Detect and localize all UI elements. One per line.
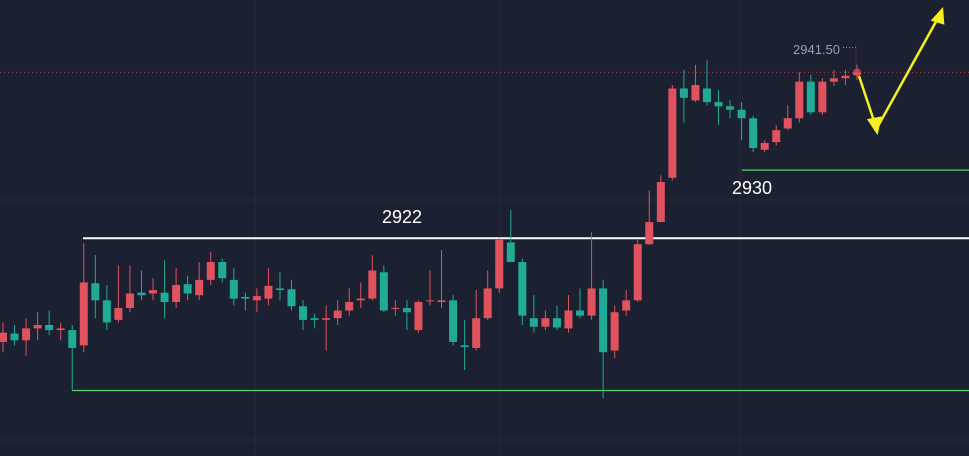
last-price-label: 2941.50 — [793, 42, 840, 57]
candle-body — [79, 282, 88, 346]
candle-body — [137, 292, 146, 296]
candle-body — [33, 324, 42, 329]
candle-body — [737, 109, 746, 119]
candle-body — [287, 289, 296, 307]
candle-body — [702, 88, 711, 103]
level-label: 2922 — [382, 207, 422, 227]
candle-body — [356, 298, 365, 301]
candle-body — [772, 130, 781, 143]
candle-body — [345, 302, 354, 311]
candle-body — [310, 318, 319, 320]
plot: 2922 2930 2941.50 — [0, 42, 969, 399]
candle-body — [460, 345, 469, 348]
candle-body — [149, 290, 158, 294]
candle-body — [483, 288, 492, 319]
candle-body — [587, 288, 596, 316]
candle-body — [183, 284, 192, 294]
candle-body — [679, 88, 688, 98]
candle-body — [114, 307, 123, 320]
candle-body — [529, 318, 538, 327]
candle-body — [622, 300, 631, 311]
candle-body — [402, 307, 411, 313]
candle-body — [275, 288, 284, 291]
candle-body — [599, 288, 608, 353]
candle-body — [552, 318, 561, 328]
arrow-up — [875, 17, 940, 129]
candle-body — [645, 222, 654, 245]
candle-body — [656, 182, 665, 223]
candle-body — [241, 296, 250, 299]
forecast-arrows — [857, 6, 945, 136]
candle-body — [22, 328, 31, 341]
candle-body — [668, 88, 677, 178]
candle-body — [783, 118, 792, 129]
candle-body — [10, 333, 19, 341]
candle-body — [45, 324, 54, 331]
candle-body — [449, 300, 458, 342]
candle-body — [160, 292, 169, 303]
candle-body — [564, 310, 573, 329]
candle-body — [391, 307, 400, 309]
candle-body — [437, 300, 446, 303]
candle-body — [495, 239, 504, 289]
candle-body — [195, 279, 204, 296]
candle-body — [218, 262, 227, 279]
candle-body — [760, 142, 769, 150]
candle-body — [322, 318, 331, 320]
candle-body — [125, 293, 134, 308]
candle-body — [795, 81, 804, 119]
last-price-dot — [853, 68, 861, 77]
candle-body — [414, 302, 423, 331]
candle-body — [818, 81, 827, 113]
candle-body — [0, 332, 7, 342]
candle-body — [379, 272, 388, 311]
candle-body — [726, 106, 735, 110]
candle-body — [172, 285, 181, 303]
candle-body — [506, 242, 515, 263]
level-label: 2930 — [732, 178, 772, 198]
candle-body — [206, 262, 215, 280]
candle-body — [229, 279, 238, 299]
candle-body — [691, 85, 700, 101]
candle-body — [610, 312, 619, 351]
candle-body — [518, 262, 527, 316]
candle-body — [541, 318, 550, 327]
candle-body — [426, 300, 434, 302]
candle-body — [264, 285, 273, 299]
arrow-head — [930, 6, 945, 25]
candle-body — [829, 78, 838, 82]
candle-body — [68, 330, 77, 348]
candle-body — [252, 296, 261, 301]
candle-body — [472, 318, 481, 348]
arrow-down — [857, 75, 877, 125]
candle-body — [806, 81, 815, 113]
candle-body — [102, 300, 111, 323]
candle-body — [299, 306, 308, 320]
candle-body — [633, 244, 642, 301]
candle-body — [841, 75, 850, 79]
candle-body — [749, 118, 758, 149]
candle-body — [576, 310, 585, 316]
candle-body — [333, 310, 342, 319]
candle-body — [91, 283, 100, 301]
candle-body — [56, 328, 65, 331]
candle-body — [368, 270, 377, 299]
candle-body — [714, 102, 723, 107]
